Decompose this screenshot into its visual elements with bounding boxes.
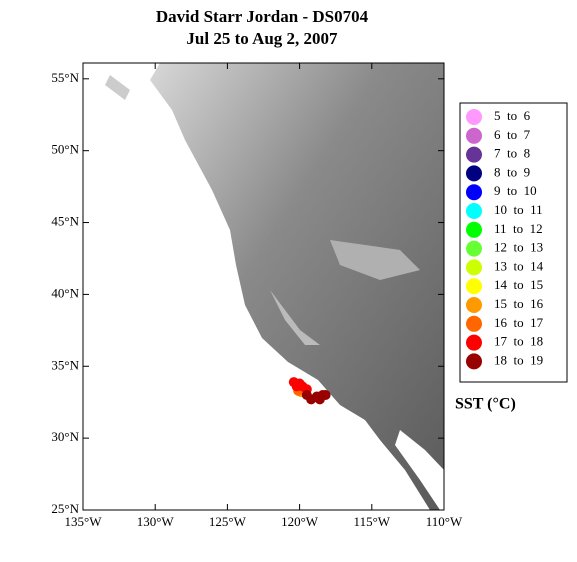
legend-swatch (466, 146, 482, 163)
legend-label: 15 to 16 (494, 296, 544, 311)
legend-label: 18 to 19 (494, 352, 543, 367)
legend-swatch (466, 334, 482, 351)
y-tick-label: 30°N (51, 429, 79, 444)
y-tick-label: 45°N (51, 214, 79, 229)
y-tick-label: 25°N (51, 501, 79, 516)
y-tick-label: 40°N (51, 285, 79, 300)
legend-label: 14 to 15 (494, 277, 543, 292)
legend-swatch (466, 109, 482, 125)
sst-point (301, 390, 312, 401)
legend-label: 5 to 6 (494, 108, 531, 123)
legend-swatch (466, 315, 482, 332)
legend-swatch (466, 240, 482, 257)
sst-point (320, 390, 331, 401)
terrain (105, 63, 444, 510)
legend-title: SST (°C) (455, 396, 516, 413)
y-tick-label: 50°N (51, 142, 79, 157)
legend-swatch (466, 259, 482, 276)
x-tick-label: 130°W (137, 514, 175, 529)
legend-label: 16 to 17 (494, 315, 544, 330)
legend-swatch (466, 278, 482, 295)
x-tick-label: 120°W (281, 514, 319, 529)
legend-label: 6 to 7 (494, 127, 531, 142)
legend-label: 10 to 11 (494, 202, 543, 217)
legend-swatch (466, 221, 482, 238)
legend-label: 11 to 12 (494, 221, 543, 236)
legend-label: 7 to 8 (494, 146, 530, 161)
legend-swatch (466, 353, 482, 370)
legend-label: 13 to 14 (494, 258, 544, 273)
legend-label: 12 to 13 (494, 240, 543, 255)
plot-frame (82, 62, 445, 511)
legend-label: 8 to 9 (494, 164, 530, 179)
x-tick-label: 110°W (426, 514, 463, 529)
legend-swatch (466, 127, 482, 144)
legend-swatch (466, 184, 482, 201)
title: David Starr Jordan - DS0704 (156, 7, 369, 26)
legend-label: 17 to 18 (494, 334, 543, 349)
sst-point (291, 381, 302, 392)
subtitle: Jul 25 to Aug 2, 2007 (186, 29, 338, 48)
x-tick-label: 115°W (354, 514, 391, 529)
y-tick-label: 35°N (51, 357, 79, 372)
legend-label: 9 to 10 (494, 183, 537, 198)
legend-swatch (466, 165, 482, 182)
x-tick-label: 135°W (65, 514, 103, 529)
x-tick-label: 125°W (209, 514, 247, 529)
y-tick-label: 55°N (51, 70, 79, 85)
legend-swatch (466, 297, 482, 313)
legend-swatch (466, 203, 482, 219)
